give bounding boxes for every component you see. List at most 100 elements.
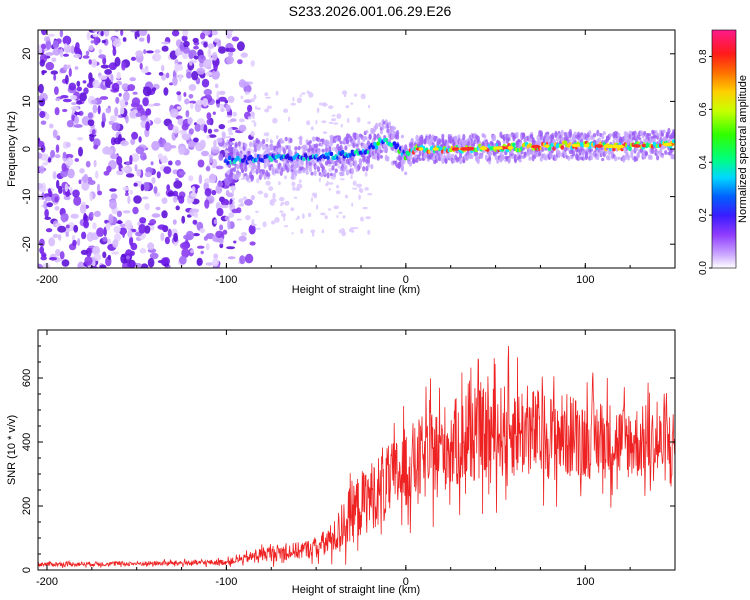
heatmap-ridge-peak <box>641 143 646 148</box>
heatmap-noise-blob <box>230 118 237 122</box>
heatmap-faint-blob <box>238 118 245 123</box>
heatmap-ridge-halo <box>441 138 445 144</box>
heatmap-noise-blob <box>48 190 53 198</box>
heatmap-noise-blob <box>45 228 53 233</box>
heatmap-faint-blob <box>278 181 281 186</box>
heatmap-noise-blob <box>139 62 143 70</box>
heatmap-noise-blob <box>61 162 67 172</box>
heatmap-faint-blob <box>347 143 352 147</box>
heatmap-noise-blob <box>172 125 179 134</box>
heatmap-faint-blob <box>310 229 316 234</box>
heatmap-noise-blob <box>54 223 62 227</box>
heatmap-ridge-halo <box>501 154 505 161</box>
heatmap-noise-blob <box>190 192 197 198</box>
heatmap-noise-blob <box>41 30 47 36</box>
heatmap-noise-blob <box>172 195 178 203</box>
heatmap-noise-blob <box>144 225 151 234</box>
heatmap-ridge-halo <box>563 131 568 137</box>
heatmap-noise-blob <box>118 93 122 97</box>
heatmap-noise-blob <box>231 208 239 214</box>
heatmap-noise-blob <box>172 219 177 225</box>
heatmap-noise-blob <box>129 236 134 246</box>
heatmap-faint-blob <box>331 114 336 117</box>
heatmap-ridge-halo <box>614 156 618 162</box>
heatmap-ridge-peak <box>663 142 673 147</box>
heatmap-ridge-halo <box>232 167 237 173</box>
heatmap-ridge-halo <box>239 153 243 160</box>
heatmap-noise-blob <box>186 71 192 79</box>
heatmap-faint-blob <box>336 184 340 189</box>
heatmap-marks <box>38 30 675 268</box>
heatmap-noise-blob <box>220 198 230 206</box>
heatmap-noise-blob <box>100 30 104 37</box>
heatmap-noise-blob <box>125 114 129 124</box>
heatmap-noise-blob <box>129 77 136 82</box>
heatmap-faint-blob <box>242 196 247 201</box>
heatmap-faint-blob <box>324 215 328 220</box>
heatmap-ridge-halo <box>363 135 367 140</box>
heatmap-noise-blob <box>248 224 256 235</box>
heatmap-noise-blob <box>164 236 170 245</box>
heatmap-ridge-halo <box>528 139 532 143</box>
heatmap-noise-blob <box>171 30 180 37</box>
heatmap-noise-blob <box>114 56 121 67</box>
heatmap-ridge-core <box>392 141 397 146</box>
heatmap-ridge-halo <box>392 126 396 130</box>
heatmap-faint-blob <box>257 190 264 195</box>
heatmap-noise-blob <box>152 53 162 62</box>
heatmap-noise-blob <box>174 62 179 73</box>
snr-xtick-label: -200 <box>36 576 58 588</box>
heatmap-ridge-halo <box>339 144 343 152</box>
heatmap-faint-blob <box>271 220 276 225</box>
heatmap-ridge-halo <box>601 134 605 140</box>
heatmap-noise-blob <box>136 169 142 177</box>
heatmap-faint-blob <box>367 193 373 196</box>
heatmap-noise-blob <box>188 140 196 148</box>
heatmap-noise-blob <box>86 231 94 242</box>
heatmap-faint-blob <box>308 92 314 98</box>
heatmap-noise-blob <box>122 229 126 238</box>
heatmap-ytick-label: 10 <box>21 95 33 107</box>
heatmap-noise-blob <box>227 30 233 35</box>
colorbar-axes: 0.0 0.2 0.4 0.6 0.8 <box>698 29 737 275</box>
heatmap-noise-blob <box>104 69 112 75</box>
heatmap-noise-blob <box>213 253 219 259</box>
heatmap-noise-blob <box>45 52 54 56</box>
heatmap-faint-blob <box>247 116 252 120</box>
heatmap-ridge-halo <box>313 170 317 177</box>
heatmap-noise-blob <box>218 96 227 102</box>
heatmap-ridge-core <box>269 157 274 162</box>
heatmap-noise-blob <box>64 183 68 192</box>
heatmap-noise-blob <box>217 181 224 188</box>
heatmap-noise-blob <box>239 255 246 265</box>
heatmap-faint-blob <box>362 206 368 210</box>
heatmap-noise-blob <box>227 256 236 260</box>
heatmap-noise-blob <box>98 75 108 80</box>
heatmap-ridge-halo <box>607 155 611 161</box>
heatmap-noise-blob <box>212 111 216 115</box>
heatmap-faint-blob <box>352 180 357 186</box>
heatmap-noise-blob <box>90 58 98 68</box>
heatmap-ridge-halo <box>375 122 379 130</box>
heatmap-ridge-halo <box>589 148 594 152</box>
heatmap-noise-blob <box>38 152 43 160</box>
heatmap-faint-blob <box>275 90 279 96</box>
heatmap-faint-blob <box>283 175 288 180</box>
heatmap-noise-blob <box>93 253 102 262</box>
heatmap-ridge-halo <box>441 133 445 139</box>
heatmap-noise-blob <box>105 107 112 114</box>
heatmap-noise-blob <box>116 220 123 224</box>
heatmap-faint-blob <box>338 211 343 214</box>
heatmap-faint-blob <box>347 118 350 123</box>
heatmap-faint-blob <box>241 232 247 237</box>
heatmap-ridge-halo <box>563 151 568 157</box>
heatmap-noise-blob <box>208 153 214 159</box>
heatmap-noise-blob <box>181 35 188 42</box>
heatmap-noise-blob <box>111 251 120 255</box>
heatmap-noise-blob <box>122 37 127 42</box>
heatmap-noise-blob <box>152 87 157 92</box>
heatmap-noise-blob <box>196 257 203 266</box>
heatmap-noise-blob <box>73 196 82 206</box>
heatmap-noise-blob <box>121 61 126 71</box>
heatmap-faint-blob <box>353 227 359 230</box>
